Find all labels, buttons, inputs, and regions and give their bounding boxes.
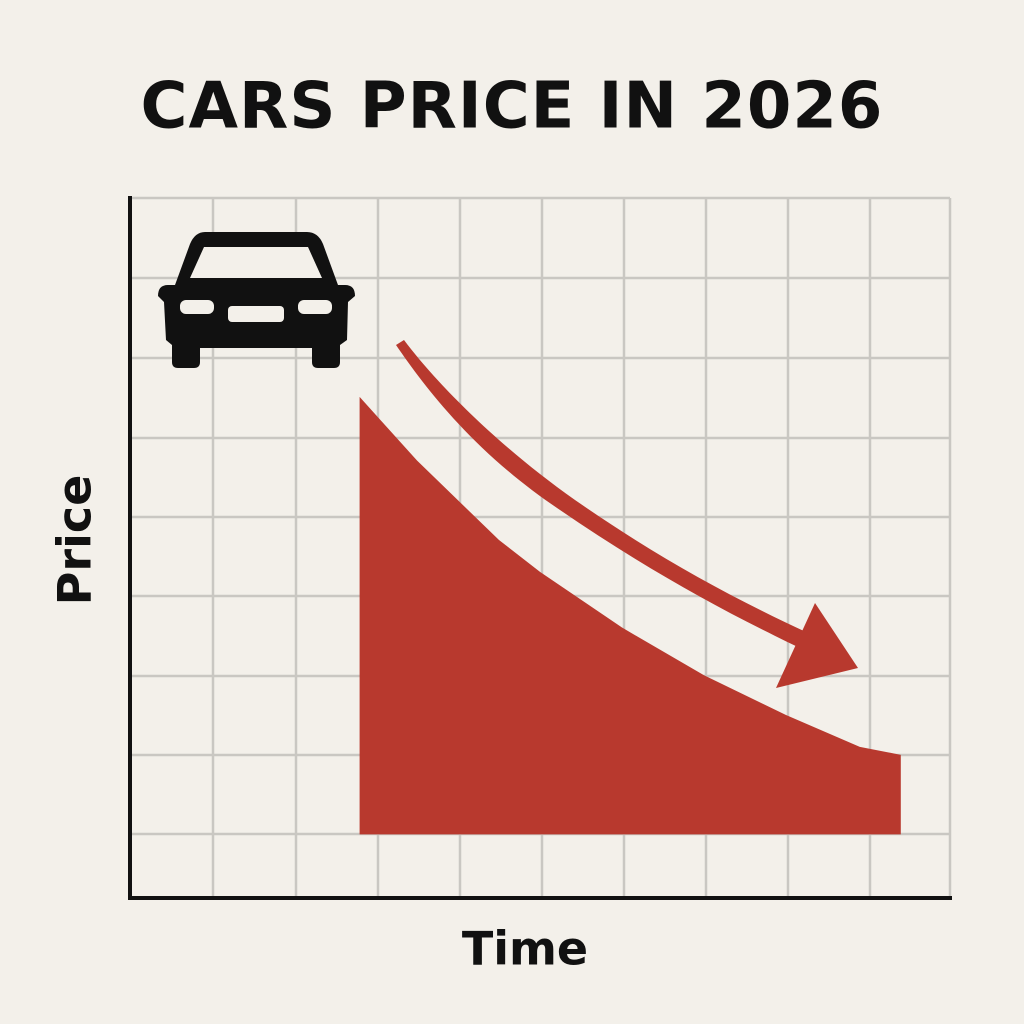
plot-area [359,396,901,835]
y-axis-label: Price [48,475,102,606]
trend-arrow [396,340,858,688]
chart-title: CARS PRICE IN 2026 [141,70,884,144]
x-axis-label: Time [462,922,588,976]
area [359,396,901,835]
car-icon [158,232,355,368]
